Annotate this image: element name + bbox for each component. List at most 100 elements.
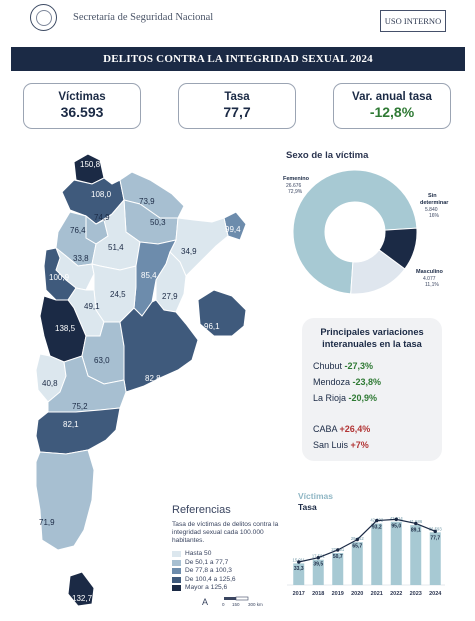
trend-series-victims-label: Víctimas	[298, 491, 333, 501]
rate-point-label: 95,0	[391, 523, 401, 529]
map-value-labels: 150,8 108,0 73,9 74,9 50,3 99,4 76,4 51,4 34,9 33…	[39, 160, 241, 603]
scale-label-150: 150	[232, 602, 240, 607]
province-shape-jujuy	[73, 153, 105, 185]
references-description: Tasa de víctimas de delitos contra la in…	[172, 521, 279, 544]
kpi-victims-label: Víctimas	[58, 91, 106, 103]
sex-chart-title: Sexo de la víctima	[286, 150, 369, 161]
variation-province: Mendoza	[313, 377, 351, 387]
kpi-victims-value: 36.593	[60, 104, 104, 120]
legend-item: Hasta 50	[172, 550, 236, 558]
organization-name: Secretaría de Seguridad Nacional	[73, 12, 214, 23]
rate-point-label: 65,7	[352, 544, 362, 550]
variation-change: +7%	[350, 440, 369, 450]
slice-pct-masculino: 11,1%	[425, 282, 439, 288]
rate-point	[297, 560, 301, 564]
slice-label-femenino: Femenino	[283, 176, 310, 182]
rate-point	[355, 537, 359, 542]
province-rate-label: 100,9	[49, 273, 70, 282]
variation-province: Chubut	[313, 361, 343, 371]
sex-donut-chart: Femenino 26.676 72,9% Sin determinar 5.8…	[283, 169, 449, 295]
legend-swatch	[172, 568, 181, 574]
kpi-annual-variation-value: -12,8%	[369, 104, 415, 120]
legend-swatch	[172, 576, 181, 583]
slice-pct-sin-determinar: 16%	[429, 213, 440, 219]
victims-bar	[390, 521, 402, 585]
province-rate-label: 108,0	[91, 190, 112, 199]
variation-change: +26,4%	[339, 424, 371, 434]
province-rate-label: 96,1	[204, 322, 220, 331]
province-rate-label: 76,4	[70, 226, 86, 235]
internal-use-badge: USO INTERNO	[380, 10, 446, 32]
kpi-rate-value: 77,7	[223, 104, 251, 120]
rate-point	[375, 518, 379, 523]
province-rate-label: 82,8	[145, 374, 161, 383]
variation-province: La Rioja	[313, 393, 347, 403]
rate-point-label: 93,2	[372, 525, 382, 531]
province-rate-label: 63,0	[94, 356, 110, 365]
victims-bar	[293, 563, 305, 585]
variation-province: CABA	[313, 424, 338, 434]
province-rate-label: 132,7	[72, 594, 93, 603]
legend-item: De 100,4 a 125,6	[172, 576, 236, 584]
rate-point	[414, 521, 418, 526]
province-rate-label: 33,8	[73, 254, 89, 263]
province-rate-label: 24,5	[110, 290, 126, 299]
variation-row-la-rioja: La Rioja -20,9%	[313, 393, 377, 403]
victims-bar-label: 15.011	[293, 557, 306, 562]
rate-point-label: 89,1	[411, 527, 421, 533]
rate-point-label: 33,3	[294, 566, 304, 572]
kpi-annual-variation-label: Var. anual tasa	[352, 91, 432, 103]
map-legend: Hasta 50 De 50,1 a 77,7 De 77,8 a 100,3 …	[172, 550, 236, 593]
province-rate-label: 99,4	[225, 225, 241, 234]
province-rate-label: 85,4	[141, 271, 157, 280]
rate-line	[298, 518, 436, 563]
year-tick-label: 2024	[429, 591, 442, 597]
victims-bar-label: 36.593	[429, 526, 442, 531]
references-title: Referencias	[172, 504, 231, 516]
national-seal-icon	[30, 4, 57, 31]
victims-bar	[371, 523, 383, 585]
legend-swatch	[172, 559, 181, 566]
slice-value-sin-determinar: 5.840	[425, 207, 438, 213]
rate-point-label: 77,7	[430, 535, 440, 541]
province-rate-label: 40,8	[42, 379, 58, 388]
rate-point	[433, 529, 437, 534]
variation-province: San Luis	[313, 440, 349, 450]
north-arrow-icon: A	[202, 597, 208, 607]
victims-bar	[332, 553, 344, 585]
victims-bar	[312, 559, 324, 585]
rate-point-label: 50,7	[333, 554, 343, 560]
province-rate-label: 34,9	[181, 247, 197, 256]
map-scale-bar: A 0 150 300 km	[202, 596, 263, 607]
province-rate-label: 75,2	[72, 402, 88, 411]
year-tick-label: 2021	[371, 591, 383, 597]
slice-pct-femenino: 72,9%	[288, 189, 303, 195]
kpi-rate-card: Tasa 77,7	[178, 83, 296, 129]
year-tick-label: 2023	[410, 591, 422, 597]
province-rate-label: 82,1	[63, 420, 79, 429]
province-rate-label: 74,9	[94, 213, 110, 222]
province-rate-label: 138,5	[55, 324, 76, 333]
slice-label-sin-determinar-1: Sin	[428, 193, 437, 199]
slice-value-masculino: 4.077	[423, 276, 436, 282]
argentina-choropleth-map: 150,8 108,0 73,9 74,9 50,3 99,4 76,4 51,4 34,9 33…	[35, 153, 247, 607]
legend-swatch	[172, 585, 181, 591]
variations-title: Principales variaciones interanuales en …	[320, 327, 424, 349]
variation-change: -23,8%	[352, 377, 382, 387]
province-rate-label: 27,9	[162, 292, 178, 301]
legend-item: De 77,8 a 100,3	[172, 567, 236, 575]
scale-label-0: 0	[222, 602, 225, 607]
variation-change: -20,9%	[348, 393, 378, 403]
kpi-victims-card: Víctimas 36.593	[23, 83, 141, 129]
donut-slice-femenino	[292, 169, 418, 295]
rate-point	[316, 556, 320, 560]
kpi-annual-variation-card: Var. anual tasa -12,8%	[333, 83, 451, 129]
rate-point	[336, 548, 340, 552]
rate-point-label: 39,5	[313, 562, 323, 568]
province-rate-label: 150,8	[80, 160, 101, 169]
province-shape-buenos-aires-north	[197, 289, 247, 337]
province-rate-label: 73,9	[139, 197, 155, 206]
province-rate-label: 50,3	[150, 218, 166, 227]
variation-row-chubut: Chubut -27,3%	[313, 361, 373, 371]
rate-point	[394, 517, 398, 522]
